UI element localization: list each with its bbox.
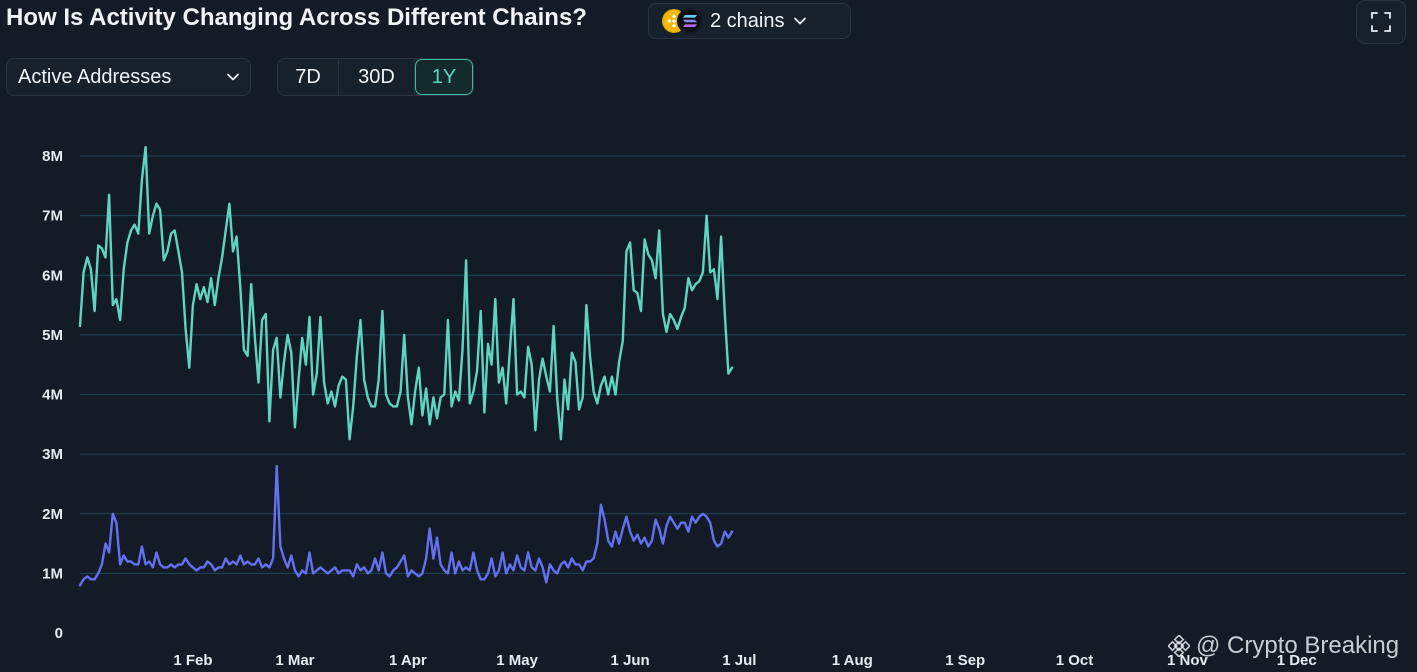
x-tick-label: 1 May [496, 652, 538, 669]
range-7d-button[interactable]: 7D [278, 59, 339, 95]
y-tick-label: 6M [42, 267, 63, 284]
solana-coin-icon [677, 8, 703, 34]
y-tick-label: 4M [42, 387, 63, 404]
x-tick-label: 1 Nov [1167, 652, 1209, 669]
watermark-text: @ Crypto Breaking [1196, 632, 1400, 659]
chain-logos [662, 8, 703, 34]
x-axis-ticks: 1 Feb 1 Mar 1 Apr 1 May 1 Jun 1 Jul 1 Aug 1 Sep… [173, 652, 1316, 669]
x-tick-label: 1 Apr [389, 652, 427, 669]
y-axis-ticks: 0 1M 2M 3M 4M 5M 6M 7M 8M [42, 148, 63, 642]
x-tick-label: 1 Mar [275, 652, 314, 669]
watermark: @ Crypto Breaking [1168, 632, 1399, 660]
range-1y-button[interactable]: 1Y [415, 59, 473, 95]
y-tick-label: 3M [42, 446, 63, 463]
page-title: How Is Activity Changing Across Differen… [6, 4, 587, 31]
x-tick-label: 1 Sep [945, 652, 985, 669]
series-line-chain-b [78, 464, 734, 587]
metric-selector-label: Active Addresses [18, 65, 172, 88]
range-30d-button[interactable]: 30D [339, 59, 415, 95]
chevron-down-icon [793, 17, 806, 25]
x-tick-label: 1 Dec [1277, 652, 1317, 669]
x-tick-label: 1 Oct [1056, 652, 1094, 669]
y-tick-label: 7M [42, 208, 63, 225]
x-tick-label: 1 Jun [610, 652, 649, 669]
fullscreen-button[interactable] [1356, 0, 1406, 44]
binance-logo-icon [1168, 635, 1190, 657]
y-tick-label: 5M [42, 327, 63, 344]
y-tick-label: 8M [42, 148, 63, 165]
chain-selector[interactable]: 2 chains [648, 3, 851, 39]
x-tick-label: 1 Feb [173, 652, 212, 669]
y-tick-label: 1M [42, 565, 63, 582]
metric-selector[interactable]: Active Addresses [6, 58, 251, 96]
time-range-group: 7D 30D 1Y [277, 58, 474, 96]
series-lines [78, 145, 734, 587]
x-tick-label: 1 Aug [832, 652, 873, 669]
chain-selector-label: 2 chains [710, 9, 785, 32]
y-tick-label: 0 [55, 625, 63, 642]
series-line-chain-a [78, 145, 734, 441]
y-tick-label: 2M [42, 506, 63, 523]
expand-icon [1371, 12, 1391, 32]
x-tick-label: 1 Jul [722, 652, 756, 669]
chevron-down-icon [227, 73, 239, 81]
